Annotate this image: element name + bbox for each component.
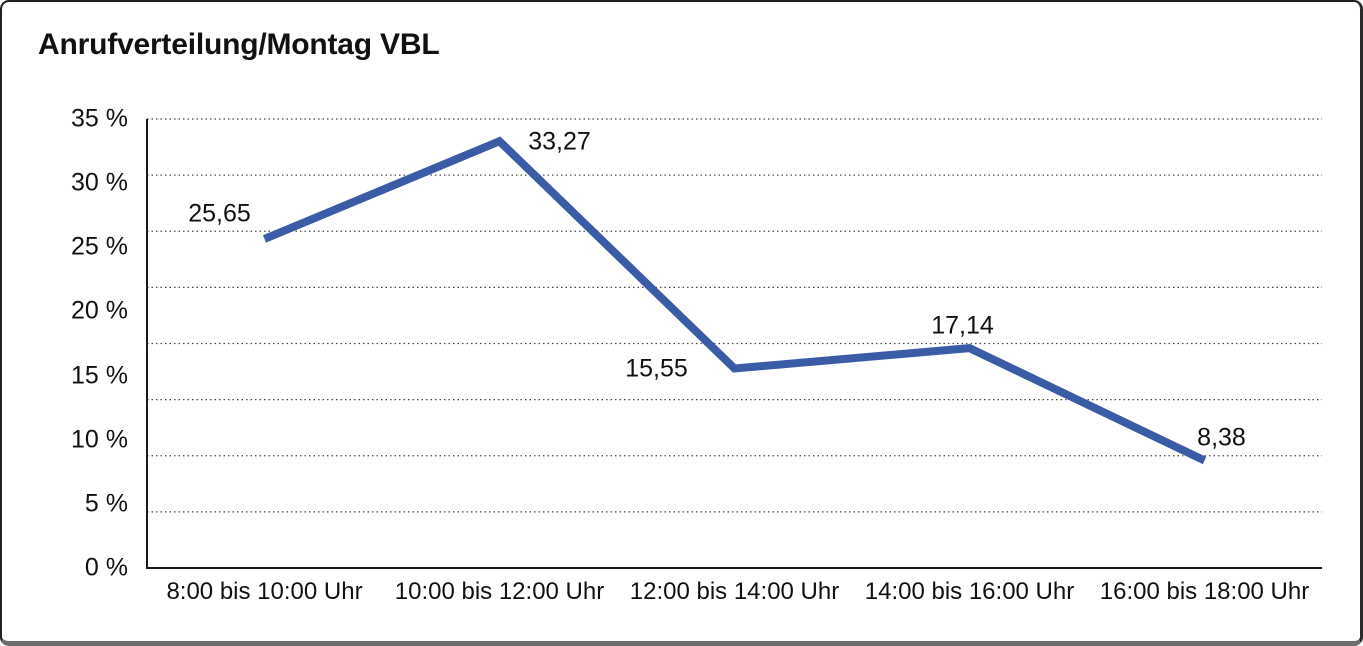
- x-axis-category-label: 10:00 bis 12:00 Uhr: [394, 578, 605, 605]
- data-point-label: 8,38: [1197, 423, 1246, 452]
- series-line: [262, 136, 1207, 465]
- y-axis-tick-label: 10 %: [71, 425, 128, 454]
- x-axis-category-label: 12:00 bis 14:00 Uhr: [629, 578, 840, 605]
- data-point-label: 33,27: [528, 127, 591, 156]
- y-axis-tick-label: 15 %: [71, 361, 128, 390]
- y-axis-tick-label: 30 %: [71, 168, 128, 197]
- chart-title: Anrufverteilung/Montag VBL: [38, 28, 440, 61]
- y-axis-tick-label: 25 %: [71, 232, 128, 261]
- x-axis-category-label: 16:00 bis 18:00 Uhr: [1099, 578, 1310, 605]
- x-axis-category-label: 14:00 bis 16:00 Uhr: [864, 578, 1075, 605]
- data-point-label: 25,65: [188, 199, 251, 228]
- y-axis-tick-label: 5 %: [84, 489, 128, 518]
- data-point-label: 15,55: [625, 354, 688, 383]
- data-point-label: 17,14: [931, 311, 994, 340]
- x-axis-category-label: 8:00 bis 10:00 Uhr: [166, 578, 363, 605]
- y-axis-tick-label: 0 %: [84, 553, 128, 582]
- y-axis-tick-label: 20 %: [71, 296, 128, 325]
- y-axis-tick-label: 35 %: [71, 104, 128, 133]
